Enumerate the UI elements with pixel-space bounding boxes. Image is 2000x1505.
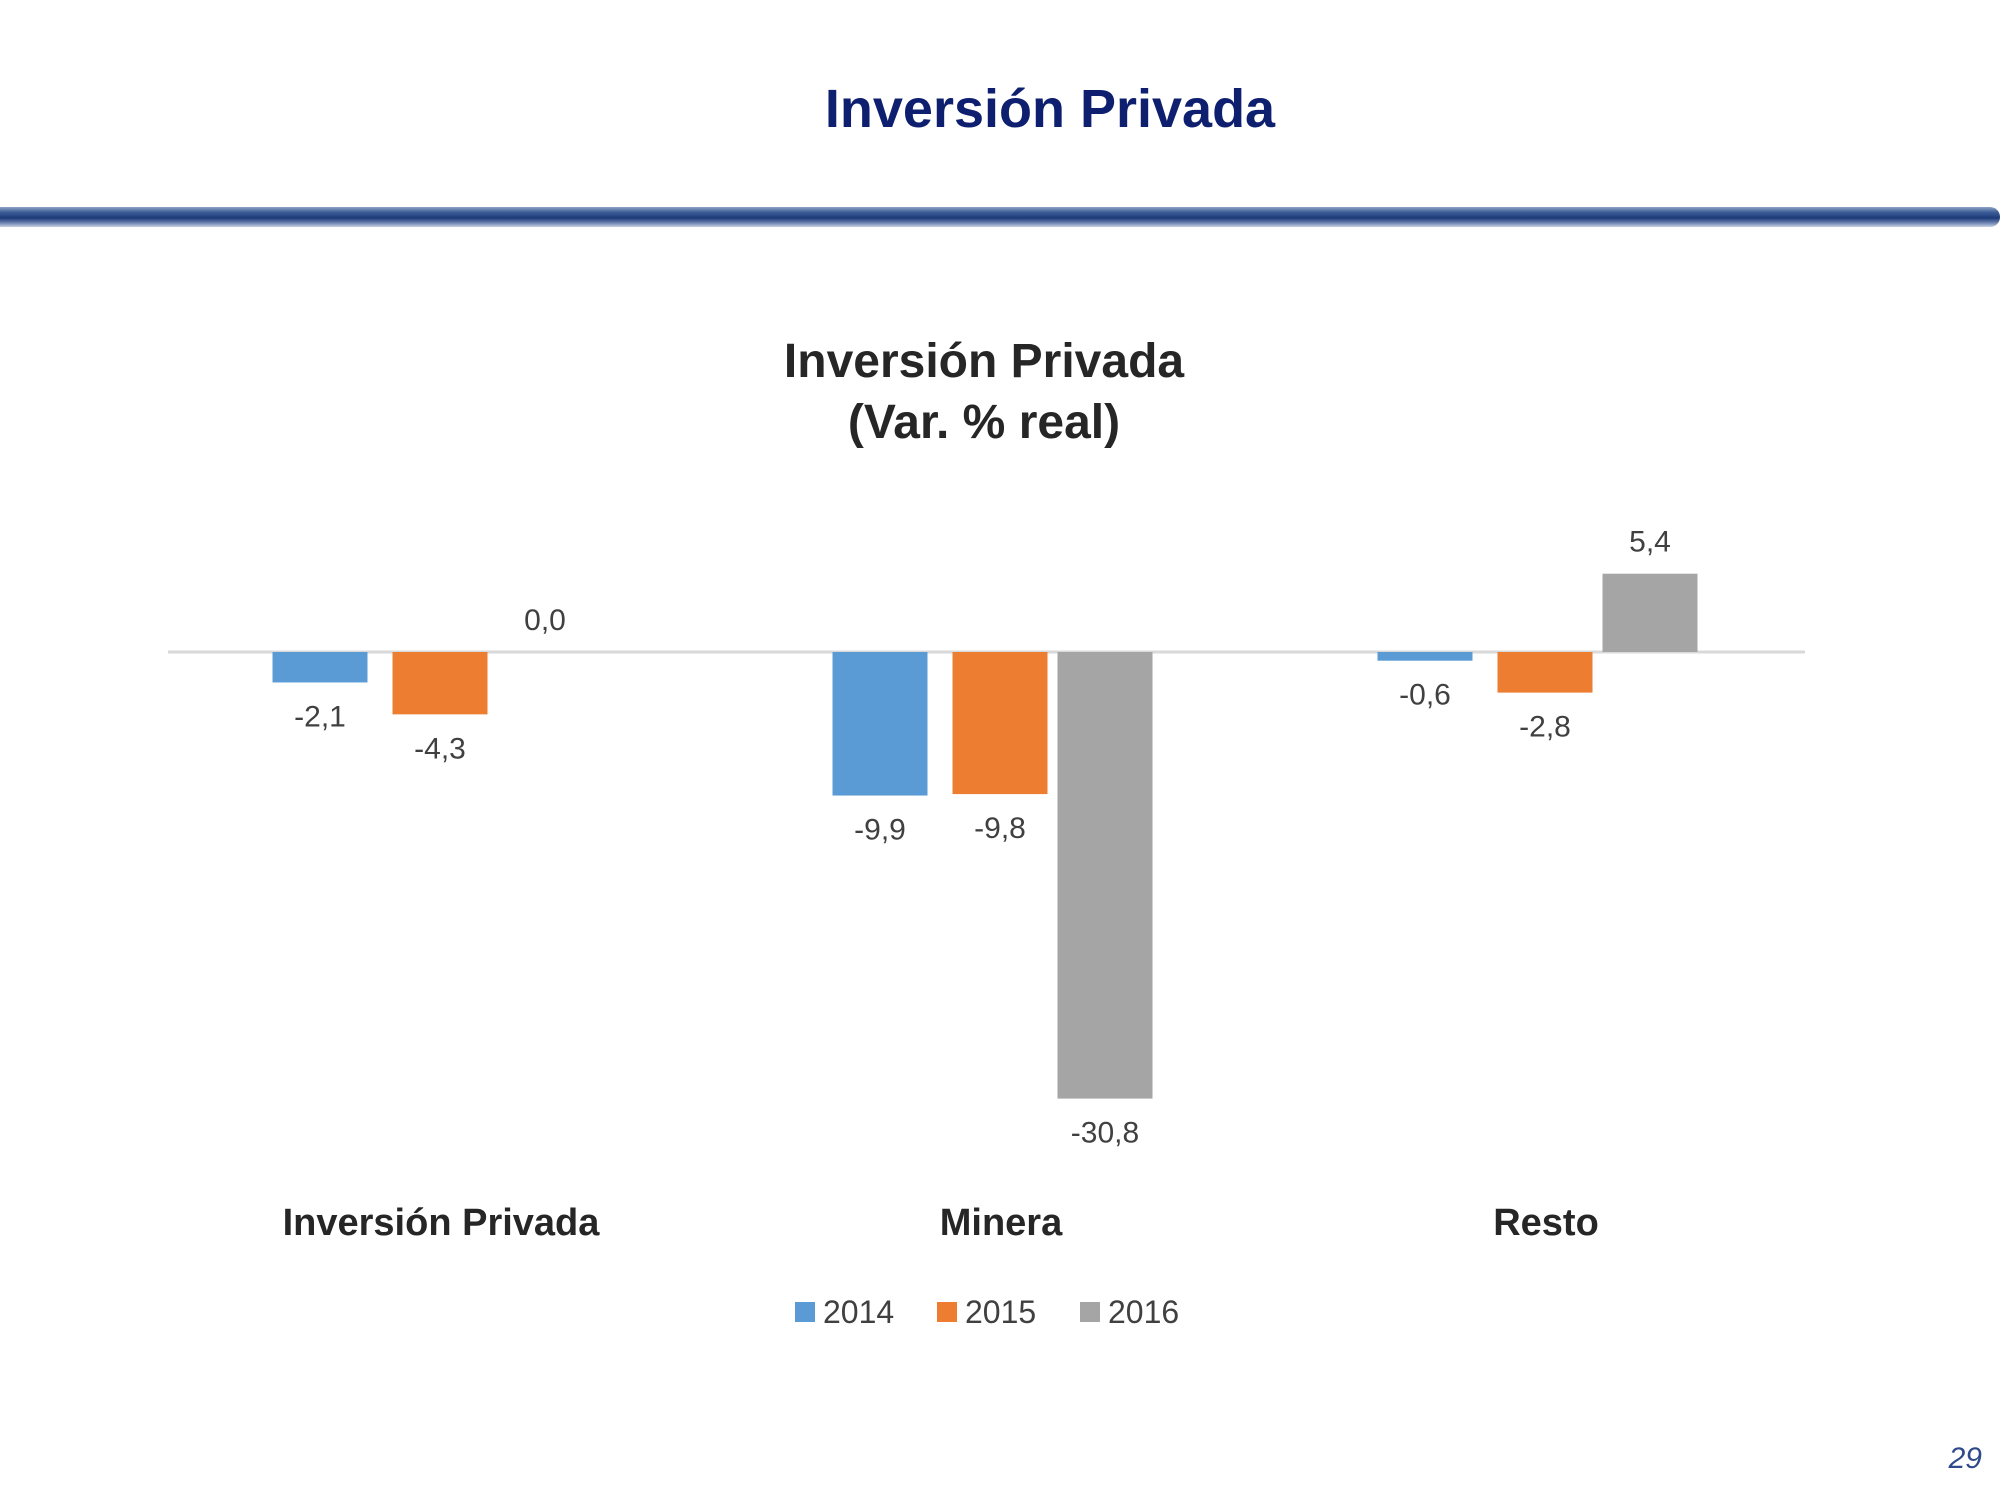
bar-2014-0 bbox=[272, 652, 368, 683]
bar-2015-0 bbox=[392, 652, 488, 715]
page-number: 29 bbox=[1948, 1442, 1982, 1475]
legend-label-2014: 2014 bbox=[823, 1294, 894, 1330]
legend-swatch-2015 bbox=[937, 1302, 957, 1322]
legend-swatch-2014 bbox=[795, 1302, 815, 1322]
data-label-2016-0: 0,0 bbox=[524, 604, 566, 637]
category-label-1: Minera bbox=[940, 1202, 1063, 1244]
data-label-2015-1: -9,8 bbox=[974, 812, 1026, 845]
legend-swatch-2016 bbox=[1080, 1302, 1100, 1322]
slide-title: Inversión Privada bbox=[824, 79, 1276, 139]
bar-2014-2 bbox=[1377, 652, 1473, 661]
data-label-2016-2: 5,4 bbox=[1629, 526, 1671, 559]
bar-2014-1 bbox=[832, 652, 928, 796]
bar-2015-2 bbox=[1497, 652, 1593, 693]
legend-label-2015: 2015 bbox=[965, 1294, 1036, 1330]
chart-title: Inversión Privada bbox=[784, 335, 1184, 388]
bar-2016-1 bbox=[1057, 652, 1153, 1099]
data-label-2016-1: -30,8 bbox=[1071, 1117, 1139, 1150]
data-label-2014-1: -9,9 bbox=[854, 814, 906, 847]
bar-2016-2 bbox=[1602, 573, 1698, 652]
data-label-2015-0: -4,3 bbox=[414, 732, 466, 765]
data-label-2014-0: -2,1 bbox=[294, 700, 346, 733]
data-label-2015-2: -2,8 bbox=[1519, 711, 1571, 744]
category-label-2: Resto bbox=[1493, 1202, 1599, 1244]
bar-2015-1 bbox=[952, 652, 1048, 795]
data-label-2014-2: -0,6 bbox=[1399, 679, 1451, 712]
legend-label-2016: 2016 bbox=[1108, 1294, 1179, 1330]
category-label-0: Inversión Privada bbox=[283, 1202, 601, 1244]
title-divider bbox=[0, 207, 2000, 227]
chart-subtitle: (Var. % real) bbox=[848, 396, 1120, 449]
